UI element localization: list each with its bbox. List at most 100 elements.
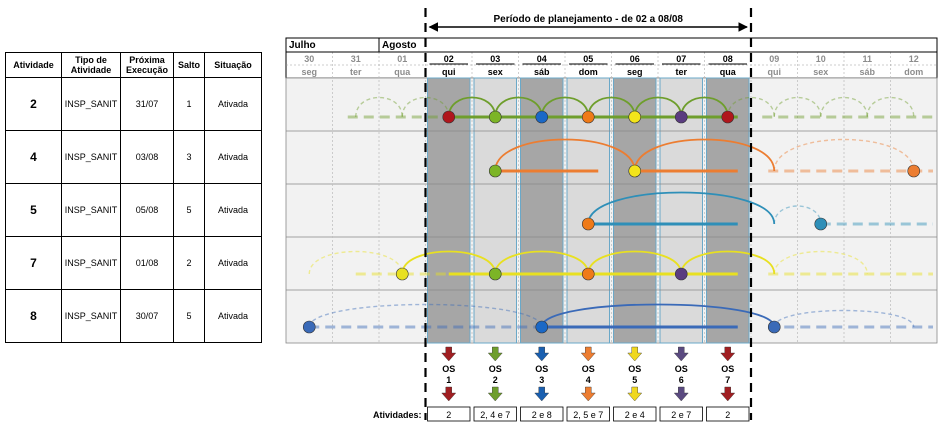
- cell-salto: 5: [173, 289, 205, 343]
- day-number: 04: [537, 54, 547, 64]
- os-label: OS: [535, 364, 548, 374]
- planning-day-shade: [613, 77, 657, 344]
- planning-day-shade: [520, 77, 564, 344]
- row-2-past-arc: [401, 96, 450, 118]
- os-arrow-bottom: [580, 386, 596, 402]
- atividades-box: [473, 406, 517, 422]
- os-arrow-bottom: [487, 386, 503, 402]
- row-2-arc: [587, 96, 636, 118]
- row-8-future-arc: [773, 309, 915, 328]
- os-number: 5: [632, 375, 637, 385]
- day-number: 05: [583, 54, 593, 64]
- os-arrow-top: [441, 346, 457, 362]
- row-7-execution-marker: [581, 267, 595, 281]
- cell-proxima: 03/08: [120, 130, 174, 184]
- header-proxima: Próxima Execução: [120, 52, 174, 78]
- day-weekday: qui: [768, 67, 782, 77]
- row-8-execution-marker: [535, 320, 549, 334]
- row-2-arc: [633, 96, 683, 118]
- day-number: 11: [862, 54, 872, 64]
- table-row: 5 INSP_SANIT 05/08 5 Ativada: [5, 183, 262, 237]
- atividades-box: [613, 406, 657, 422]
- row-4-arc: [633, 138, 776, 172]
- cell-atividade: 5: [5, 183, 62, 237]
- day-number: 08: [723, 54, 733, 64]
- cell-atividade: 4: [5, 130, 62, 184]
- os-label: OS: [628, 364, 641, 374]
- row-4-execution-marker: [628, 164, 642, 178]
- table-header-row: Atividade Tipo de Atividade Próxima Exec…: [5, 52, 262, 78]
- row-7-arc: [587, 250, 683, 275]
- os-arrow-bottom: [441, 386, 457, 402]
- atividades-value: 2: [725, 410, 730, 420]
- os-arrow-bottom: [534, 386, 550, 402]
- os-arrow-top: [673, 346, 689, 362]
- month-label: Julho: [289, 40, 316, 51]
- os-label: OS: [721, 364, 734, 374]
- atividades-value: 2: [446, 410, 451, 420]
- day-number: 12: [909, 54, 919, 64]
- planning-day-shade: [659, 77, 703, 344]
- row-7-execution-marker: [488, 267, 502, 281]
- day-weekday: dom: [904, 67, 923, 77]
- table-row: 2 INSP_SANIT 31/07 1 Ativada: [5, 77, 262, 131]
- atividades-value: 2 e 7: [671, 410, 691, 420]
- row-7-arc: [494, 250, 590, 275]
- calendar-body-bg: [285, 77, 938, 344]
- row-2-future-arc: [727, 96, 775, 118]
- day-number: 10: [816, 54, 826, 64]
- cell-tipo: INSP_SANIT: [61, 130, 121, 184]
- header-tipo: Tipo de Atividade: [61, 52, 121, 78]
- cell-tipo: INSP_SANIT: [61, 236, 121, 290]
- row-5-future-marker: [814, 217, 828, 231]
- row-2-future-arc: [820, 96, 868, 118]
- row-5-future-arc: [773, 205, 822, 225]
- row-2-execution-marker: [721, 110, 735, 124]
- day-number: 31: [351, 54, 361, 64]
- cell-proxima: 05/08: [120, 183, 174, 237]
- day-number: 03: [490, 54, 500, 64]
- atividades-label: Atividades:: [373, 410, 422, 420]
- atividades-value: 2, 5 e 7: [573, 410, 603, 420]
- day-number: 30: [304, 54, 314, 64]
- os-arrow-bottom: [673, 386, 689, 402]
- cell-situacao: Ativada: [204, 183, 262, 237]
- row-8-arc: [540, 303, 776, 328]
- day-weekday: dom: [579, 67, 598, 77]
- activity-table: Atividade Tipo de Atividade Próxima Exec…: [5, 52, 262, 343]
- day-number: 02: [444, 54, 454, 64]
- table-row: 8 INSP_SANIT 30/07 5 Ativada: [5, 289, 262, 343]
- os-number: 2: [493, 375, 498, 385]
- day-weekday: seg: [301, 67, 317, 77]
- day-weekday: seg: [627, 67, 643, 77]
- row-2-arc: [540, 96, 590, 118]
- planning-day-shade: [427, 77, 471, 344]
- cell-salto: 3: [173, 130, 205, 184]
- day-weekday: ter: [675, 67, 687, 77]
- cell-salto: 1: [173, 77, 205, 131]
- row-2-execution-marker: [535, 110, 549, 124]
- day-weekday: sex: [488, 67, 503, 77]
- cell-salto: 2: [173, 236, 205, 290]
- cell-atividade: 2: [5, 77, 62, 131]
- row-2-execution-marker: [628, 110, 642, 124]
- row-2-past-arc: [355, 96, 403, 118]
- os-arrow-top: [720, 346, 736, 362]
- atividades-box: [659, 406, 703, 422]
- atividades-value: 2, 4 e 7: [480, 410, 510, 420]
- atividades-value: 2 e 8: [532, 410, 552, 420]
- row-8-past-arc: [308, 303, 543, 328]
- day-weekday: sex: [813, 67, 828, 77]
- cell-salto: 5: [173, 183, 205, 237]
- os-label: OS: [675, 364, 688, 374]
- header-atividade: Atividade: [5, 52, 62, 78]
- row-7-past-marker: [395, 267, 409, 281]
- cell-tipo: INSP_SANIT: [61, 77, 121, 131]
- row-4-future-marker: [907, 164, 921, 178]
- os-arrow-top: [627, 346, 643, 362]
- day-weekday: ter: [350, 67, 362, 77]
- row-8-past-marker: [302, 320, 316, 334]
- day-number: 01: [397, 54, 407, 64]
- day-weekday: qua: [394, 67, 411, 77]
